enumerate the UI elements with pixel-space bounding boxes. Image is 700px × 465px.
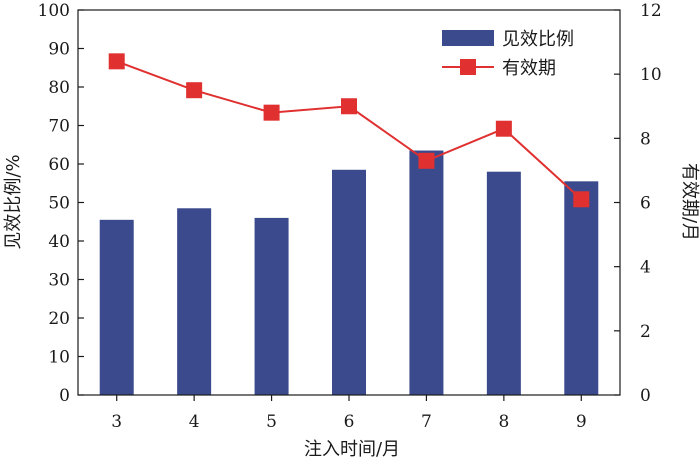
- y-right-tick-label: 0: [640, 386, 651, 406]
- bar-5: [254, 217, 289, 395]
- y-right-tick-label: 4: [640, 258, 651, 278]
- x-tick-label: 4: [189, 412, 200, 432]
- y-right-tick-label: 6: [640, 194, 651, 214]
- bar-8: [486, 171, 521, 395]
- y-right-tick-label: 2: [640, 322, 651, 342]
- legend-label-line: 有效期: [502, 58, 556, 79]
- y-left-tick-label: 10: [48, 348, 70, 368]
- y-right-tick-label: 8: [640, 129, 651, 149]
- line-point-4: [186, 82, 203, 99]
- axes-group: 0 10 20 30 40 50 60 70 80 90 100 0 2 4 6 8 10 12 3 4 5 6 7 8 9: [38, 1, 662, 432]
- bar-3: [99, 219, 134, 395]
- y-left-tick-label: 90: [48, 40, 70, 60]
- line-series-group: [108, 53, 590, 208]
- bar-7: [409, 150, 444, 395]
- bar-9: [564, 181, 599, 395]
- y-left-tick-label: 40: [48, 232, 70, 252]
- y-left-tick-label: 0: [59, 386, 70, 406]
- x-tick-label: 9: [576, 412, 587, 432]
- y-axis-left-label: 见效比例/%: [3, 154, 24, 249]
- y-left-tick-label: 50: [48, 194, 70, 214]
- x-tick-label: 5: [266, 412, 277, 432]
- legend: 见效比例 有效期: [442, 29, 574, 79]
- x-tick-label: 3: [111, 412, 122, 432]
- y-left-tick-label: 100: [38, 1, 70, 21]
- line-point-9: [573, 191, 590, 208]
- x-tick-label: 7: [421, 412, 432, 432]
- bar-4: [177, 208, 212, 395]
- x-tick-label: 6: [344, 412, 355, 432]
- bar-6: [332, 169, 366, 395]
- y-right-tick-label: 12: [640, 1, 662, 21]
- legend-swatch-bar: [442, 30, 494, 46]
- line-point-8: [495, 120, 512, 137]
- y-right-tick-label: 10: [640, 65, 662, 85]
- line-point-3: [108, 53, 125, 70]
- x-tick-label: 8: [498, 412, 509, 432]
- x-axis-label: 注入时间/月: [304, 439, 400, 460]
- y-left-tick-label: 60: [48, 155, 70, 175]
- y-left-tick-label: 80: [48, 78, 70, 98]
- legend-label-bar: 见效比例: [502, 29, 574, 50]
- line-point-6: [341, 98, 357, 115]
- legend-swatch-marker: [460, 59, 476, 75]
- y-axis-right-label: 有效期/月: [679, 163, 700, 241]
- y-left-tick-label: 30: [48, 271, 70, 291]
- y-left-tick-label: 20: [48, 309, 70, 329]
- line-point-5: [263, 104, 280, 121]
- y-left-tick-label: 70: [48, 117, 70, 137]
- bar-series-group: [99, 150, 599, 395]
- line-point-7: [418, 152, 435, 169]
